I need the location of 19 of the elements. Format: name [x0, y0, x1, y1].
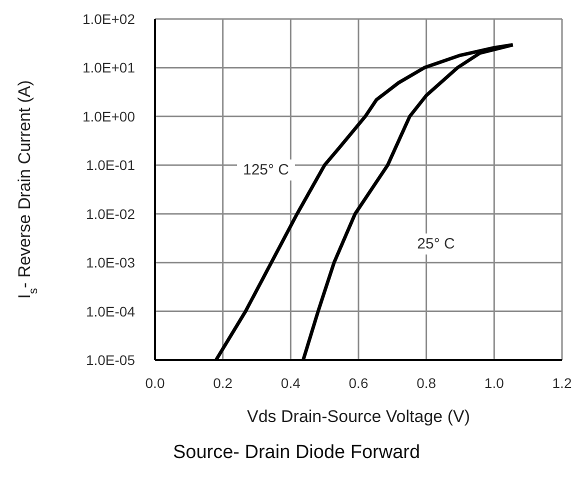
x-tick-label: 0.0 [145, 374, 165, 391]
y-tick-label: 1.0E-01 [86, 157, 136, 174]
y-tick-label: 1.0E-05 [86, 352, 136, 368]
x-tick-label: 1.0 [484, 374, 504, 391]
y-tick-label: 1.0E-02 [86, 206, 136, 222]
y-tick-label: 1.0E-03 [86, 254, 136, 271]
y-tick-label: 1.0E+02 [82, 10, 136, 27]
x-tick-label: 0.2 [213, 374, 233, 391]
annotation: 25° C [411, 234, 461, 254]
y-tick-label: 1.0E+00 [82, 108, 136, 124]
x-tick-label: 1.2 [552, 374, 572, 391]
x-tick-label: 0.4 [280, 374, 301, 391]
x-tick-label: 0.6 [348, 374, 368, 391]
text: Source- Drain Diode Forward [172, 442, 422, 464]
x-tick-label: 0.8 [416, 374, 436, 391]
annotation: 125° C [236, 160, 296, 180]
y-tick-label: 1.0E+01 [82, 60, 136, 76]
y-tick-label: 1.0E-04 [86, 303, 136, 320]
x-axis-title: Vds Drain-Source Voltage (V) [247, 407, 470, 426]
